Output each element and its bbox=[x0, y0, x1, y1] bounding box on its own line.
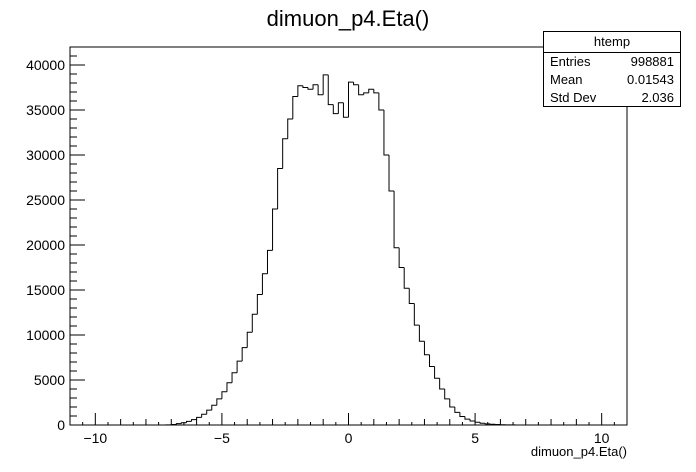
histogram-bin bbox=[403, 267, 410, 289]
histogram-bin bbox=[353, 82, 359, 86]
histogram-bin bbox=[282, 138, 288, 169]
histogram-bin bbox=[185, 420, 192, 423]
histogram-bin bbox=[312, 84, 319, 90]
stats-label: Entries bbox=[550, 54, 591, 69]
y-tick-label: 0 bbox=[57, 417, 65, 433]
y-tick-label: 25000 bbox=[26, 192, 65, 208]
histogram-bin bbox=[196, 416, 202, 420]
histogram-bin bbox=[175, 423, 182, 425]
x-tick-label: −5 bbox=[214, 430, 230, 446]
histogram-bin bbox=[368, 88, 374, 93]
x-tick-label: 5 bbox=[471, 430, 479, 446]
stats-label: Mean bbox=[550, 72, 583, 87]
histogram-bin bbox=[434, 366, 440, 379]
histogram-bin bbox=[449, 398, 455, 408]
histogram-bin bbox=[454, 407, 460, 413]
x-tick-label: 10 bbox=[594, 430, 610, 446]
chart-title: dimuon_p4.Eta() bbox=[267, 6, 430, 31]
x-axis: −10 −5 0 5 10 bbox=[69, 413, 628, 446]
histogram-bin bbox=[307, 87, 314, 90]
histogram-bin bbox=[337, 102, 344, 114]
histogram-bin bbox=[474, 420, 481, 423]
histogram-bin bbox=[231, 372, 238, 383]
histogram-bin bbox=[261, 273, 268, 295]
histogram-bin bbox=[221, 391, 227, 399]
y-axis: 0 5000 10000 15000 20000 25000 30000 35000 40000 bbox=[26, 46, 85, 433]
y-tick-label: 5000 bbox=[34, 372, 65, 388]
histogram-bin bbox=[459, 412, 465, 417]
histogram-bin bbox=[216, 398, 222, 406]
histogram-bin bbox=[266, 249, 273, 274]
histogram-bin bbox=[191, 419, 197, 422]
histogram-bin bbox=[327, 74, 334, 106]
histogram-bin bbox=[383, 110, 390, 156]
histogram-bin bbox=[277, 168, 283, 209]
y-tick-label: 15000 bbox=[26, 282, 65, 298]
histogram-bin bbox=[241, 347, 248, 362]
histogram-bin bbox=[256, 294, 263, 315]
histogram-bin bbox=[429, 354, 435, 367]
y-tick-label: 35000 bbox=[26, 102, 65, 118]
stats-value: 998881 bbox=[630, 54, 674, 69]
stats-row-stddev: Std Dev 2.036 bbox=[544, 89, 680, 107]
histogram-bin bbox=[332, 104, 339, 115]
stats-row-entries: Entries 998881 bbox=[544, 53, 680, 71]
x-axis-label: dimuon_p4.Eta() bbox=[531, 444, 627, 459]
y-tick-label: 10000 bbox=[26, 327, 65, 343]
histogram-bin bbox=[408, 288, 415, 304]
histogram-bin bbox=[484, 423, 491, 425]
histogram-bin bbox=[444, 389, 450, 400]
histogram-bin bbox=[363, 92, 369, 95]
histogram-bin bbox=[297, 85, 303, 97]
histogram-bin bbox=[272, 208, 278, 251]
histogram-bin bbox=[358, 84, 364, 96]
histogram-bin bbox=[322, 74, 329, 95]
histogram-bin bbox=[464, 416, 471, 420]
histogram-bin bbox=[211, 404, 217, 411]
x-tick-label: 0 bbox=[345, 430, 353, 446]
x-tick-label: −10 bbox=[83, 430, 107, 446]
histogram-bin bbox=[469, 419, 476, 422]
stats-value: 2.036 bbox=[641, 90, 674, 105]
histogram-bin bbox=[398, 247, 405, 268]
y-tick-label: 30000 bbox=[26, 147, 65, 163]
histogram-bin bbox=[423, 341, 430, 356]
histogram-bin bbox=[226, 382, 233, 392]
histogram-bin bbox=[418, 325, 425, 342]
histogram-bin bbox=[388, 155, 395, 192]
histogram-bin bbox=[206, 409, 212, 415]
histogram-bin bbox=[393, 191, 400, 249]
histogram-bin bbox=[348, 81, 354, 118]
histogram-bin bbox=[236, 360, 243, 373]
y-tick-label: 40000 bbox=[26, 57, 65, 73]
histogram-bin bbox=[201, 413, 207, 418]
stats-box: htemp Entries 998881 Mean 0.01543 Std De… bbox=[543, 31, 681, 107]
histogram-bin bbox=[342, 102, 349, 118]
histogram-bin bbox=[479, 422, 486, 424]
stats-value: 0.01543 bbox=[627, 72, 674, 87]
histogram-bin bbox=[439, 378, 445, 390]
histogram-bin bbox=[317, 84, 324, 96]
histogram-bin bbox=[302, 85, 308, 88]
y-tick-label: 20000 bbox=[26, 237, 65, 253]
histogram-bars bbox=[165, 74, 522, 426]
stats-title: htemp bbox=[544, 32, 680, 53]
histogram-bin bbox=[378, 92, 384, 111]
stats-label: Std Dev bbox=[550, 90, 597, 105]
stats-row-mean: Mean 0.01543 bbox=[544, 71, 680, 89]
histogram-bin bbox=[292, 96, 298, 119]
histogram-bin bbox=[413, 303, 420, 326]
histogram-bin bbox=[246, 331, 253, 348]
histogram-bin bbox=[251, 313, 258, 333]
histogram-bin bbox=[373, 89, 379, 94]
histogram-bin bbox=[287, 118, 293, 139]
histogram-bin bbox=[180, 422, 187, 424]
